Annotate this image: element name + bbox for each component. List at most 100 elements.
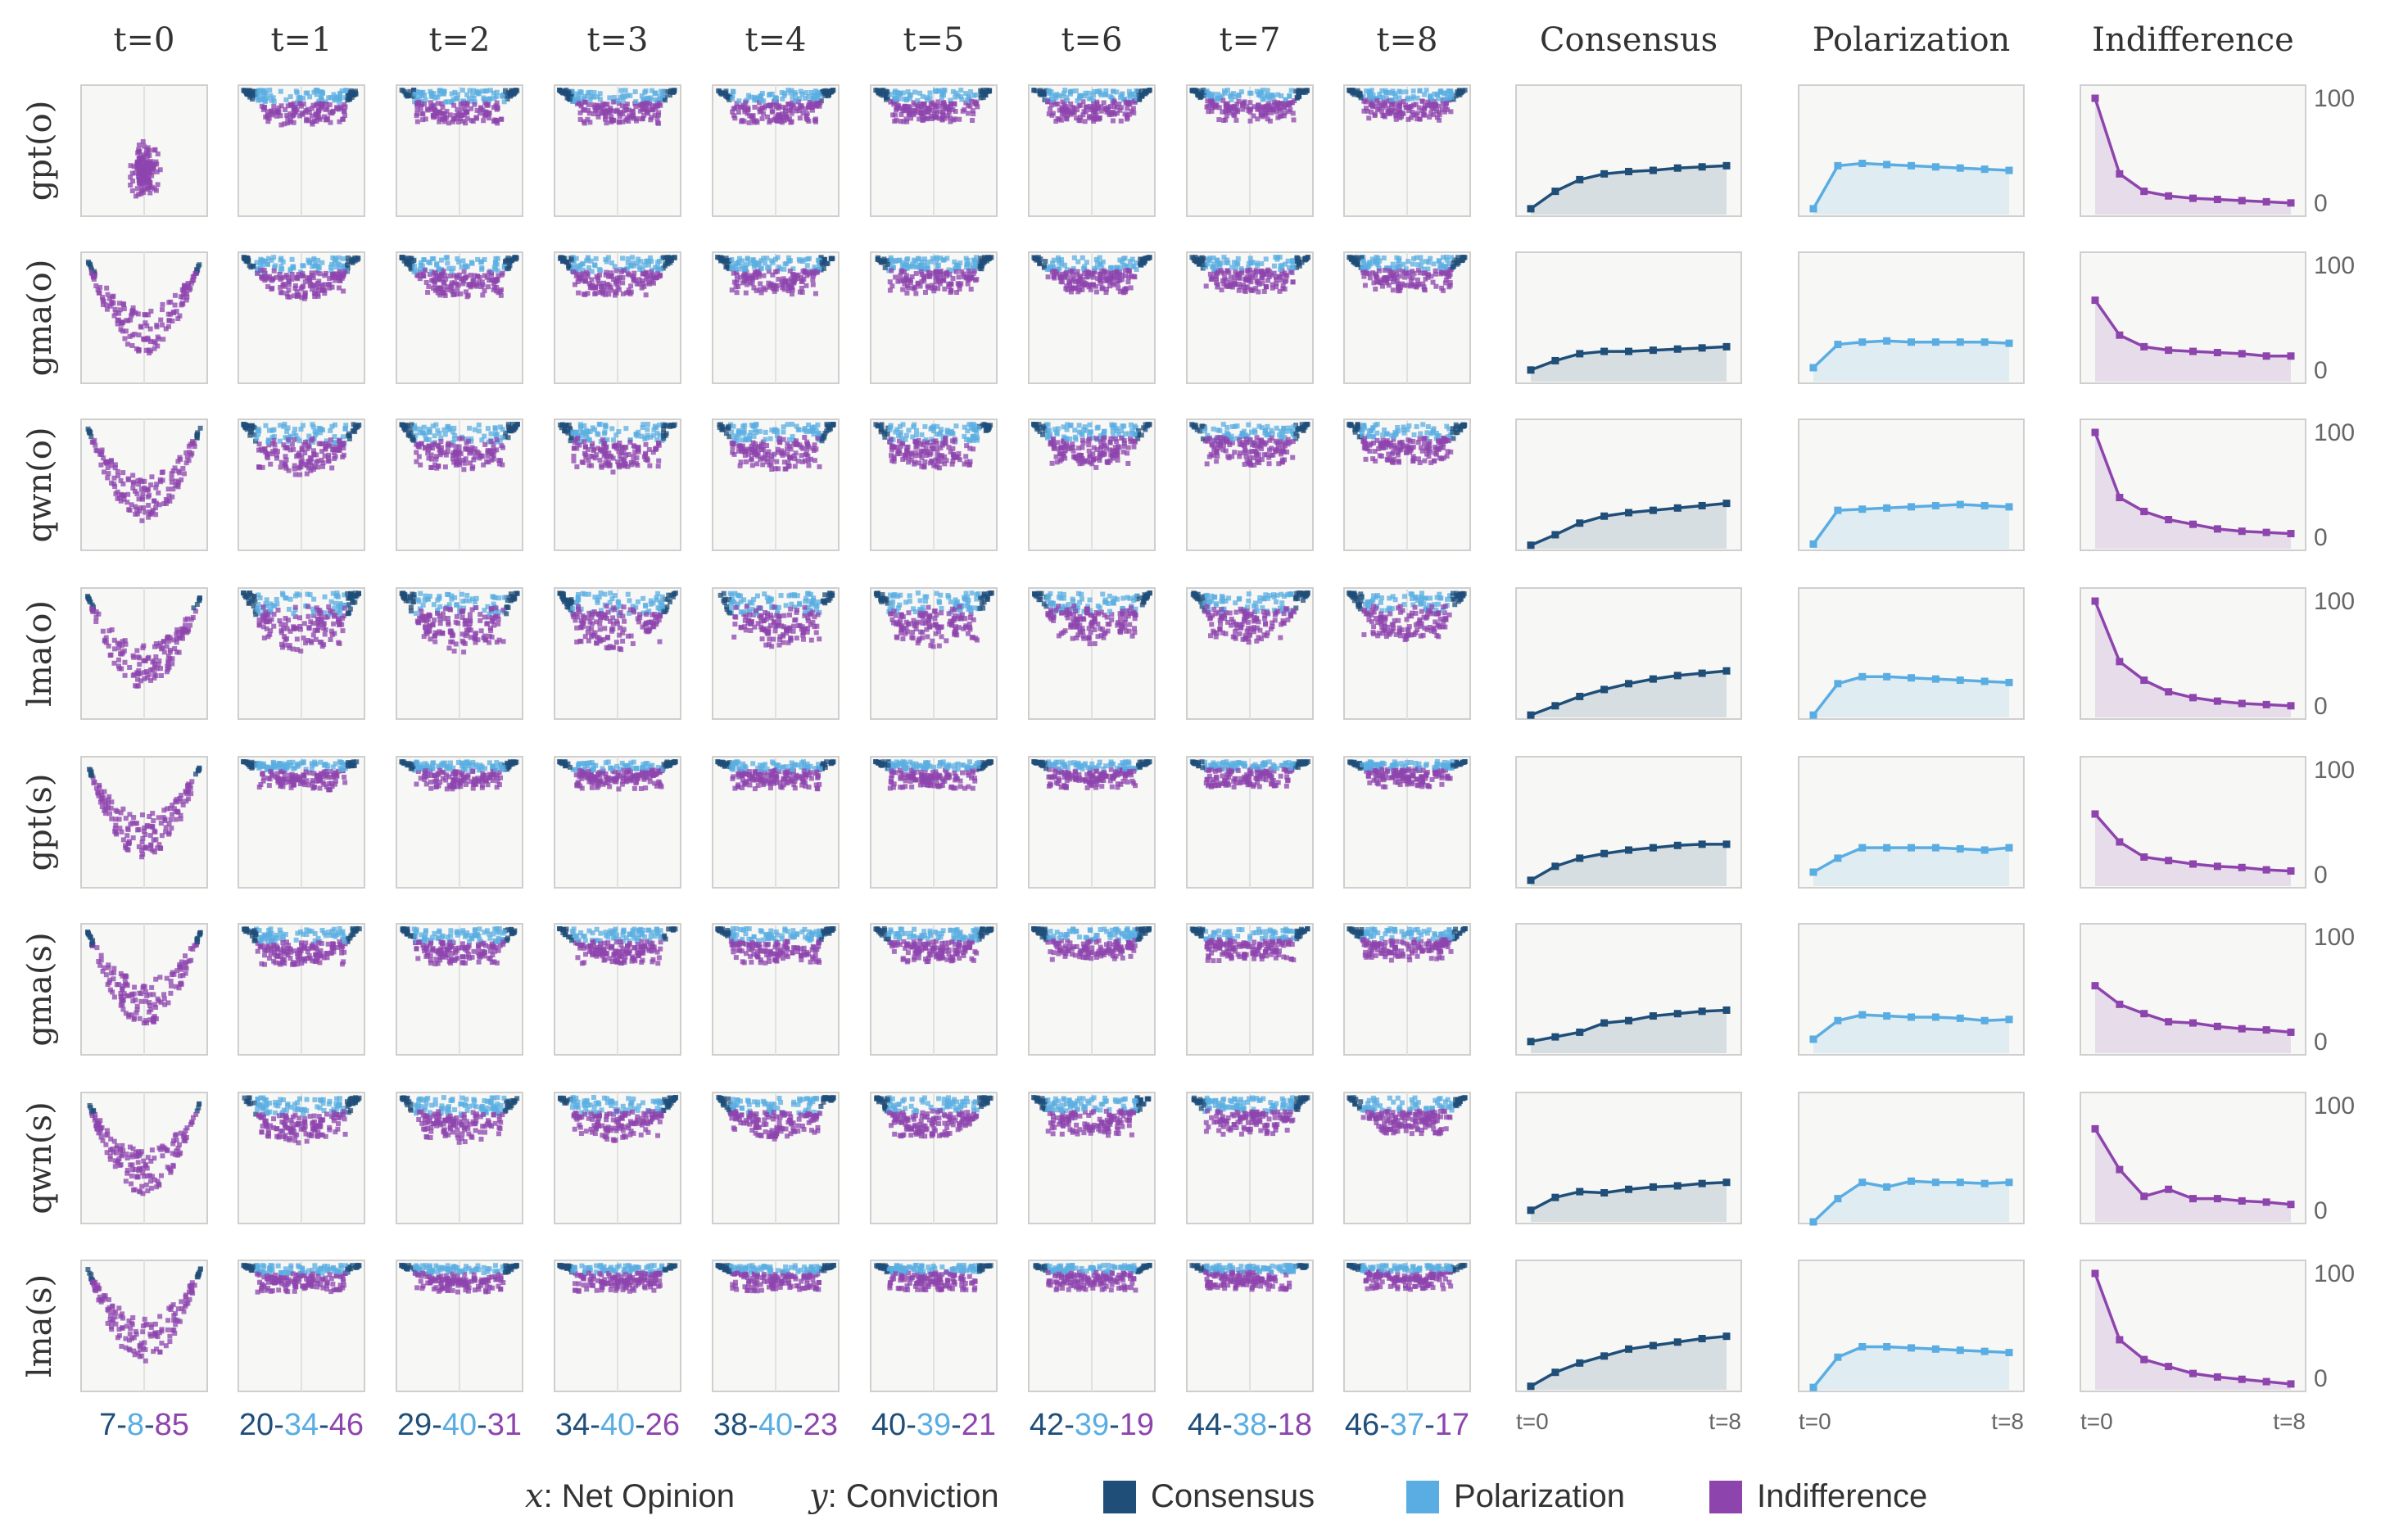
scatter-point <box>750 257 756 263</box>
scatter-point <box>439 101 445 106</box>
scatter-point <box>451 437 457 442</box>
scatter-point <box>604 120 609 126</box>
scatter-point <box>739 263 745 269</box>
scatter-point <box>242 424 248 430</box>
scatter-point <box>771 102 776 108</box>
scatter-point <box>1388 102 1394 107</box>
scatter-point <box>266 442 272 448</box>
scatter-point <box>616 443 622 449</box>
scatter-point <box>1366 115 1372 121</box>
scatter-point <box>118 477 124 483</box>
scatter-point <box>324 116 330 122</box>
scatter-point <box>1255 116 1261 122</box>
scatter-point <box>445 260 450 266</box>
scatter-panel <box>712 84 840 217</box>
scatter-point <box>601 283 607 289</box>
scatter-point <box>1064 267 1070 273</box>
scatter-point <box>585 274 591 279</box>
scatter-point <box>1436 109 1442 115</box>
scatter-point <box>754 287 759 293</box>
scatter-point <box>1229 284 1235 290</box>
scatter-point <box>912 264 917 269</box>
scatter-point <box>785 278 790 284</box>
scatter-point <box>314 92 319 97</box>
scatter-point <box>660 93 666 98</box>
scatter-point <box>132 488 138 494</box>
scatter-point <box>638 259 644 265</box>
scatter-point <box>1444 255 1450 260</box>
scatter-point <box>313 291 319 296</box>
scatter-point <box>1227 279 1233 285</box>
scatter-point <box>245 256 251 261</box>
scatter-point <box>1439 262 1445 268</box>
scatter-point <box>265 451 270 457</box>
scatter-point <box>573 273 579 278</box>
scatter-point <box>451 459 457 465</box>
scatter-point <box>574 464 580 469</box>
scatter-point <box>1360 265 1365 271</box>
scatter-point <box>124 318 129 323</box>
scatter-point <box>112 484 118 490</box>
scatter-point <box>133 193 138 199</box>
scatter-point <box>641 112 647 118</box>
scatter-point <box>1104 287 1110 292</box>
scatter-point <box>1440 287 1446 293</box>
scatter-point <box>441 88 447 94</box>
scatter-point <box>466 96 472 102</box>
scatter-point <box>446 427 452 432</box>
scatter-panel <box>712 418 840 551</box>
scatter-panel <box>870 251 998 384</box>
scatter-point <box>1062 88 1068 93</box>
scatter-point <box>123 328 129 334</box>
scatter-point <box>322 453 328 459</box>
scatter-point <box>297 472 303 477</box>
scatter-point <box>1059 105 1065 111</box>
scatter-point <box>785 451 790 457</box>
scatter-point <box>916 106 921 111</box>
scatter-point <box>1418 264 1424 269</box>
scatter-point <box>577 263 583 269</box>
scatter-point <box>643 259 649 265</box>
scatter-point <box>1080 255 1085 260</box>
scatter-point <box>139 496 145 502</box>
scatter-point <box>945 113 951 119</box>
scatter-point <box>626 451 631 457</box>
scatter-point <box>654 431 660 437</box>
scatter-point <box>657 101 663 106</box>
scatter-point <box>177 313 183 319</box>
scatter-point <box>1211 266 1216 272</box>
scatter-point <box>148 308 154 314</box>
scatter-point <box>1371 280 1377 286</box>
scatter-point <box>1265 116 1270 122</box>
scatter-point <box>1232 278 1238 284</box>
scatter-point <box>1233 269 1238 275</box>
scatter-point <box>271 255 277 260</box>
scatter-point <box>350 260 355 265</box>
scatter-point <box>491 446 496 451</box>
scatter-point <box>1415 283 1421 288</box>
scatter-point <box>592 455 598 461</box>
scatter-point <box>1086 96 1092 102</box>
scatter-point <box>622 453 628 459</box>
scatter-point <box>1408 115 1414 120</box>
scatter-point <box>1451 260 1456 265</box>
scatter-point <box>730 109 736 115</box>
scatter-point <box>950 88 956 94</box>
scatter-point <box>1071 106 1077 111</box>
scatter-point <box>1428 95 1433 101</box>
scatter-point <box>580 260 586 266</box>
scatter-point <box>494 89 500 95</box>
scatter-point <box>1443 101 1449 106</box>
scatter-point <box>333 265 339 270</box>
scatter-point <box>970 118 975 124</box>
scatter-point <box>451 273 457 278</box>
scatter-point <box>419 111 425 116</box>
scatter-point <box>571 453 577 459</box>
scatter-point <box>1043 88 1049 93</box>
scatter-point <box>423 279 429 285</box>
scatter-point <box>471 457 477 463</box>
scatter-point <box>1107 93 1113 99</box>
scatter-point <box>494 100 500 106</box>
scatter-point <box>269 286 274 292</box>
scatter-point <box>1067 91 1073 97</box>
